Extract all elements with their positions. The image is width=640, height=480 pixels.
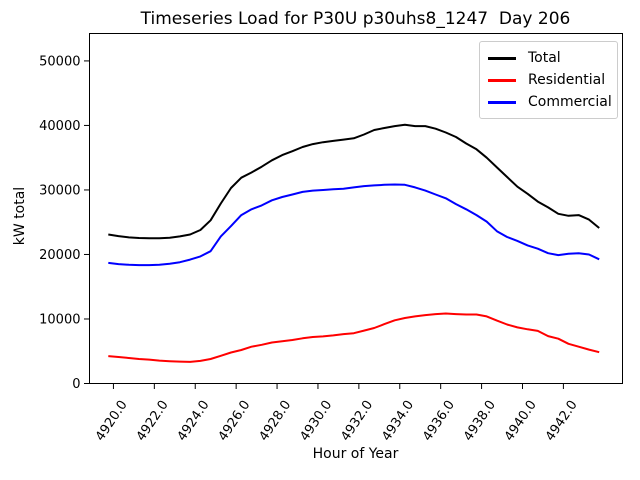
series-line-commercial (108, 183, 600, 267)
x-axis-label: Hour of Year (312, 446, 399, 462)
legend-label: Residential (528, 72, 606, 88)
y-tick-label: 10000 (39, 312, 80, 327)
legend-box: Total Residential Commercial (479, 41, 618, 119)
x-tick-label: 4942.0 (543, 398, 581, 444)
y-tick-label: 30000 (39, 183, 80, 198)
legend-label: Total (528, 50, 561, 66)
x-tick-label: 4932.0 (338, 398, 376, 444)
x-tick-label: 4938.0 (461, 398, 499, 444)
y-tick-label: 20000 (39, 248, 80, 263)
residential-line-swatch (488, 78, 516, 82)
x-tick-label: 4940.0 (502, 398, 540, 444)
x-tick-label: 4928.0 (256, 398, 294, 444)
series-line-residential (108, 312, 600, 363)
legend-item-total: Total (488, 47, 609, 69)
x-tick-label: 4930.0 (297, 398, 335, 444)
axes-frame (89, 33, 623, 384)
x-tick-label: 4920.0 (93, 398, 131, 444)
total-line-swatch (488, 56, 516, 60)
x-tick-label: 4922.0 (134, 398, 172, 444)
x-tick-label: 4924.0 (175, 398, 213, 444)
commercial-line-swatch (488, 100, 516, 104)
y-tick-label: 50000 (39, 54, 80, 69)
legend-item-commercial: Commercial (488, 91, 612, 113)
x-tick-label: 4926.0 (216, 398, 254, 444)
y-axis-label: kW total (12, 186, 28, 246)
chart-title: Timeseries Load for P30U p30uhs8_1247 Da… (140, 9, 571, 29)
x-tick-label: 4934.0 (379, 398, 417, 444)
y-tick-label: 0 (72, 377, 80, 392)
y-tick-label: 40000 (39, 119, 80, 134)
legend-label: Commercial (528, 94, 612, 110)
series-line-total (108, 123, 600, 240)
legend-item-residential: Residential (488, 69, 609, 91)
x-tick-label: 4936.0 (420, 398, 458, 444)
